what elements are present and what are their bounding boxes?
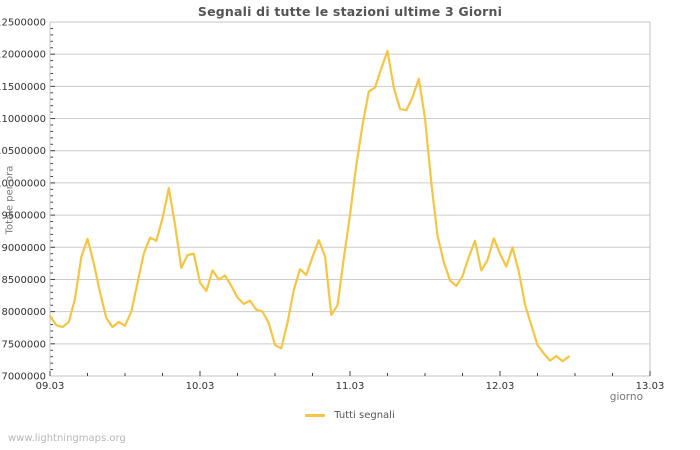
x-tick-label: 09.03	[36, 381, 65, 392]
x-tick-label: 11.03	[336, 381, 365, 392]
plot-area: 7000000 7500000 8000000 8500000 9000000 95000…	[0, 18, 665, 393]
y-tick-label: 7500000	[1, 339, 46, 350]
y-axis-title: Totale per ora	[4, 165, 16, 235]
y-tick-label: 12500000	[0, 18, 46, 29]
y-tick-label: 11000000	[0, 114, 46, 125]
y-tick-label: 8500000	[1, 275, 46, 286]
y-tick-label: 10000000	[0, 178, 46, 189]
x-axis-title: giorno	[609, 391, 643, 403]
chart-title: Segnali di tutte le stazioni ultime 3 Gi…	[197, 4, 503, 19]
x-tick-label: 13.03	[636, 381, 665, 392]
y-tick-label: 7000000	[1, 372, 46, 383]
x-tick-label: 12.03	[486, 381, 515, 392]
y-tick-label: 9500000	[1, 211, 46, 222]
y-tick-label: 12000000	[0, 50, 46, 61]
legend-line-swatch	[305, 414, 326, 417]
y-tick-label: 11500000	[0, 82, 46, 93]
y-tick-label: 10500000	[0, 146, 46, 157]
legend: Tutti segnali	[0, 410, 700, 421]
signal-line	[48, 49, 570, 363]
legend-label: Tutti segnali	[334, 410, 395, 421]
y-tick-label: 8000000	[1, 307, 46, 318]
y-tick-label: 9000000	[1, 243, 46, 254]
x-tick-label: 10.03	[186, 381, 215, 392]
plot-border	[49, 21, 651, 377]
watermark-text: www.lightningmaps.org	[8, 433, 126, 444]
